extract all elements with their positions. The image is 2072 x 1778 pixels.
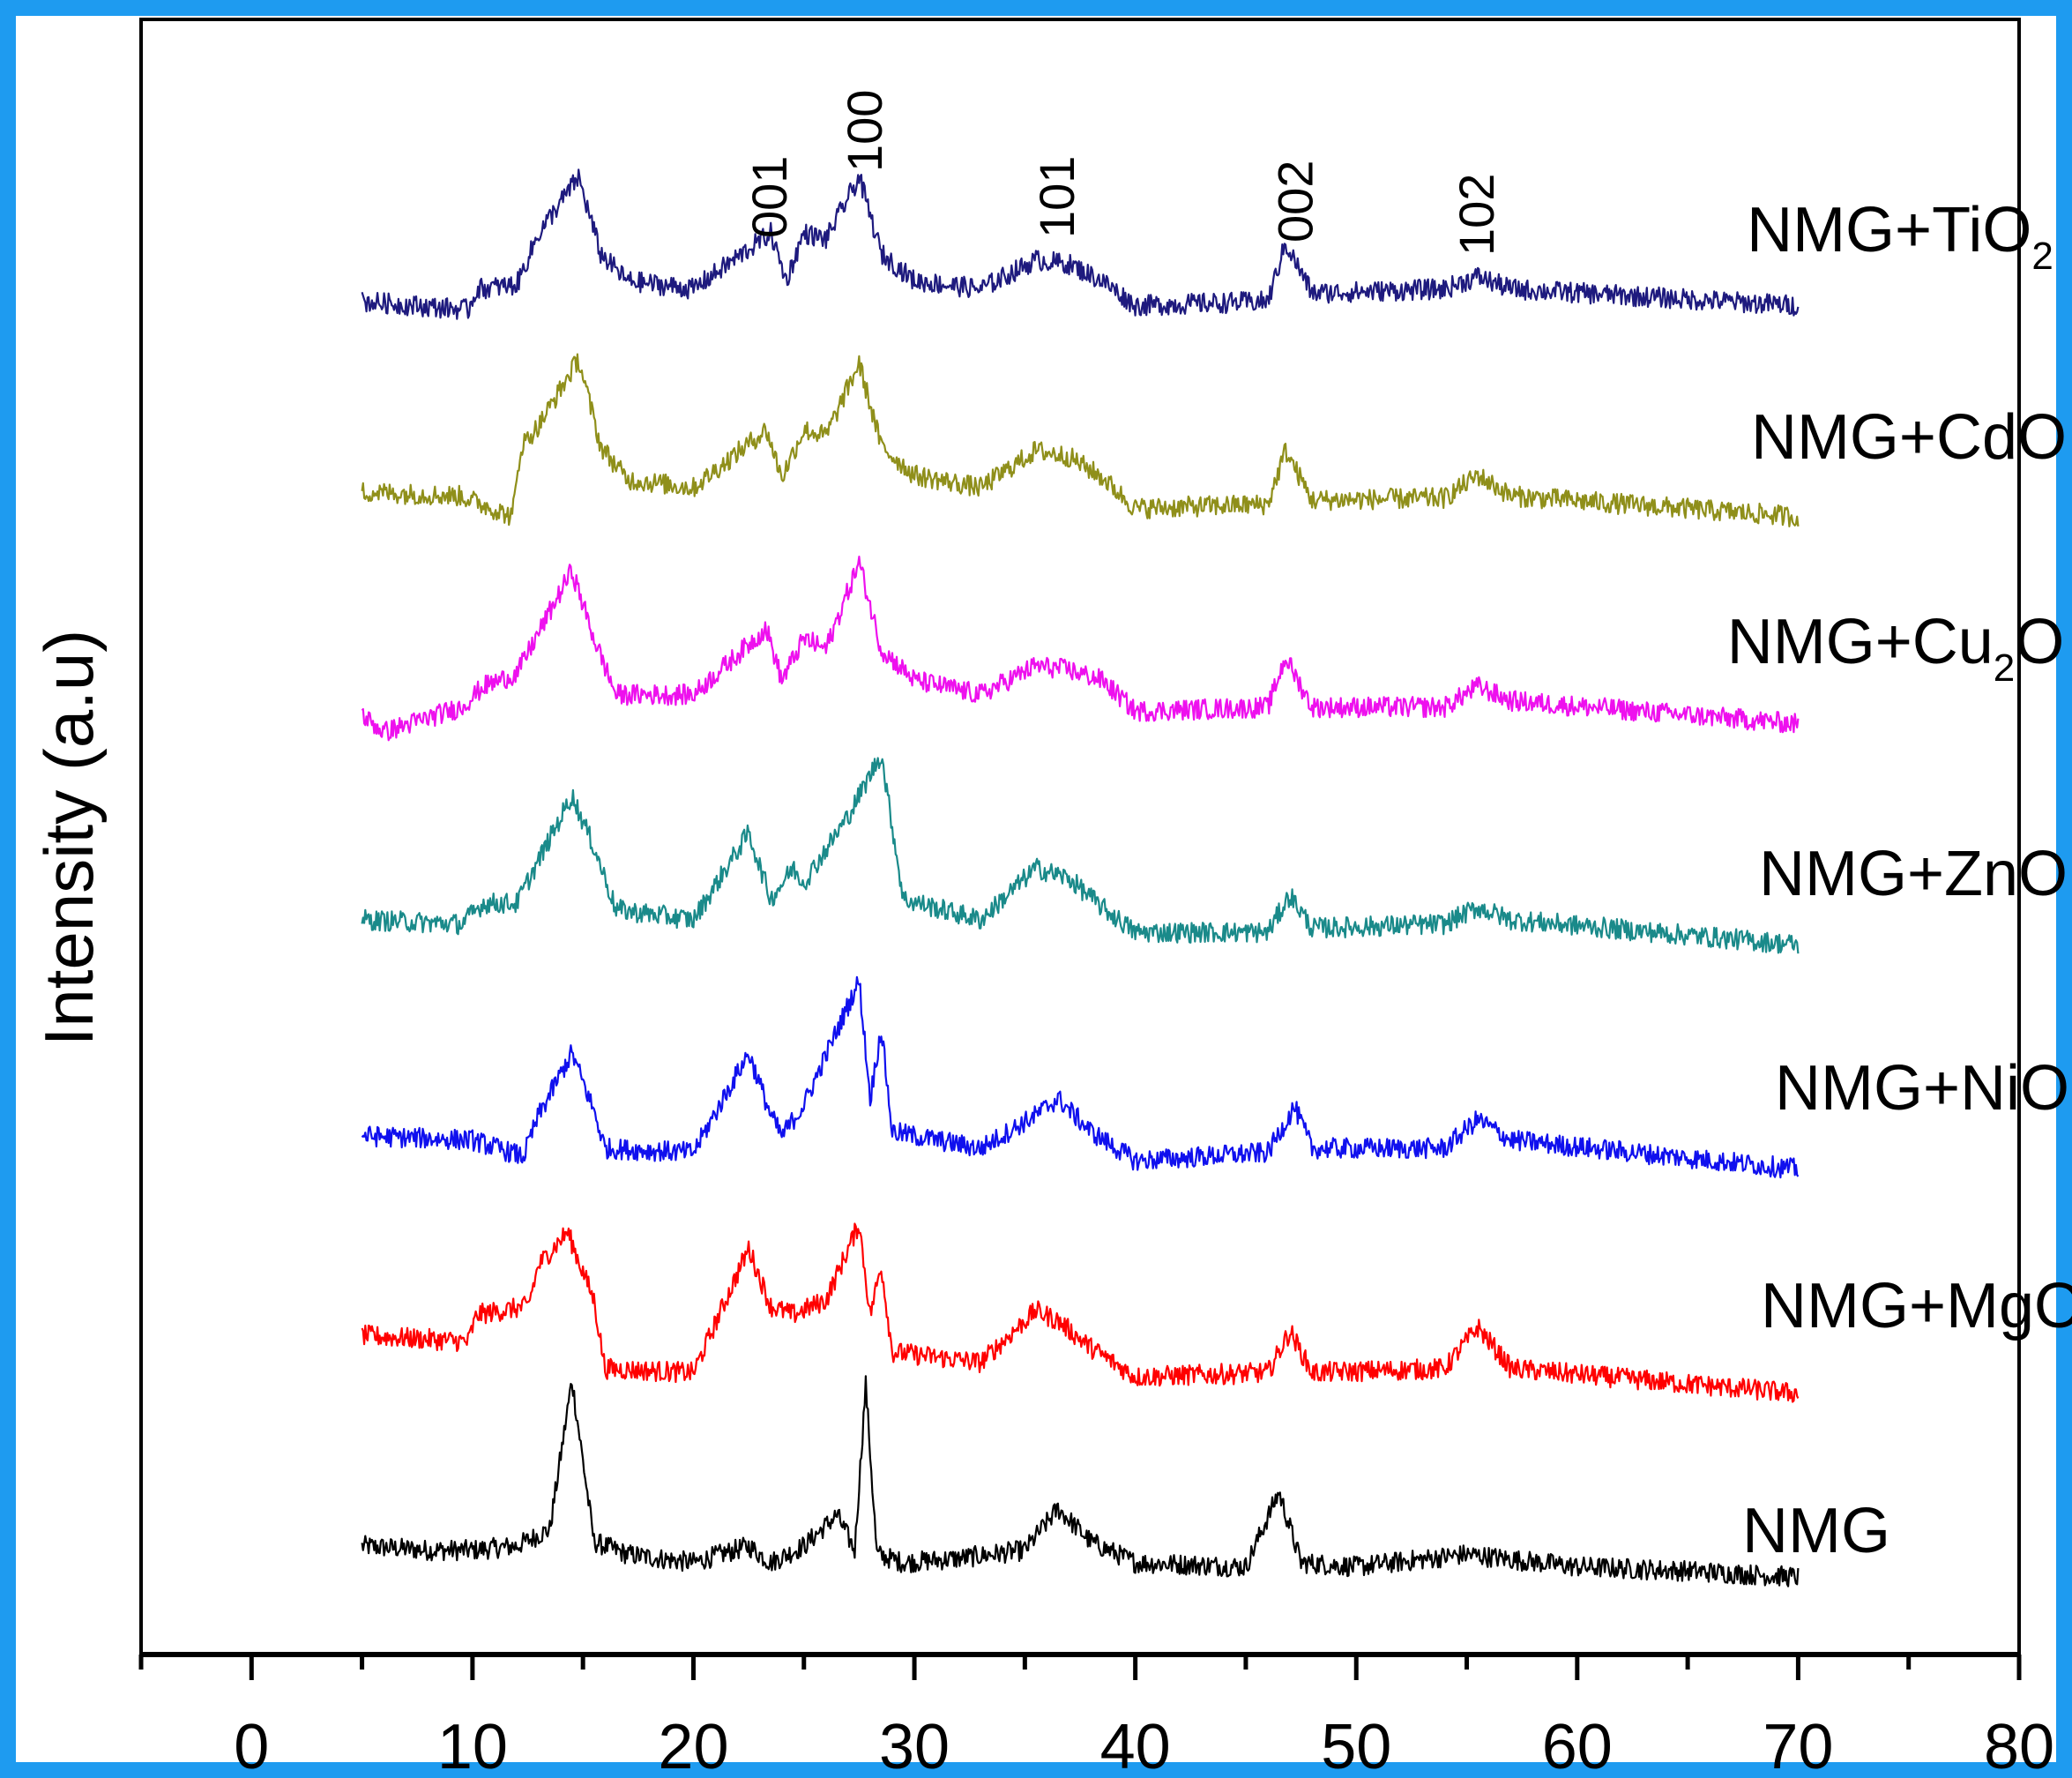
series-label: NMG+ZnO — [1759, 839, 2068, 909]
x-tick-label: 50 — [1321, 1712, 1391, 1778]
series-label: NMG — [1742, 1496, 1890, 1566]
series-line — [361, 757, 1800, 954]
x-tick-label: 0 — [234, 1712, 269, 1778]
peak-label: 102 — [1449, 174, 1504, 256]
x-axis-ticks — [138, 1655, 2022, 1680]
y-axis-title: Intensity (a.u) — [30, 630, 108, 1047]
peak-label: 101 — [1029, 156, 1084, 238]
x-axis-tick-labels: 0 10 20 30 40 50 60 70 80 — [234, 1712, 2054, 1778]
series-traces — [361, 168, 1800, 1588]
x-tick-label: 20 — [658, 1712, 728, 1778]
series-line — [361, 556, 1800, 742]
peak-labels: 001 100 101 002 102 — [742, 90, 1504, 256]
x-tick-label: 30 — [879, 1712, 950, 1778]
x-tick-label: 70 — [1763, 1712, 1833, 1778]
x-tick-label: 10 — [437, 1712, 508, 1778]
x-tick-label: 40 — [1100, 1712, 1171, 1778]
x-tick-label: 60 — [1542, 1712, 1613, 1778]
series-labels: NMG NMG+MgO NMG+NiO NMG+ZnO NMG+Cu2O NMG+CdO N… — [1727, 195, 2072, 1566]
peak-label: 002 — [1268, 161, 1323, 243]
peak-label: 001 — [742, 156, 797, 238]
series-label: NMG+TiO2 — [1747, 195, 2053, 278]
series-label: NMG+Cu2O — [1727, 607, 2065, 690]
x-tick-label: 80 — [1984, 1712, 2054, 1778]
series-line — [361, 975, 1800, 1179]
series-line — [361, 1222, 1800, 1403]
series-line — [361, 1375, 1800, 1588]
series-line — [361, 353, 1800, 527]
peak-label: 100 — [837, 90, 892, 172]
series-label: NMG+NiO — [1775, 1053, 2069, 1124]
series-label: NMG+CdO — [1751, 402, 2067, 473]
series-line — [361, 168, 1800, 320]
series-label: NMG+MgO — [1761, 1271, 2072, 1341]
